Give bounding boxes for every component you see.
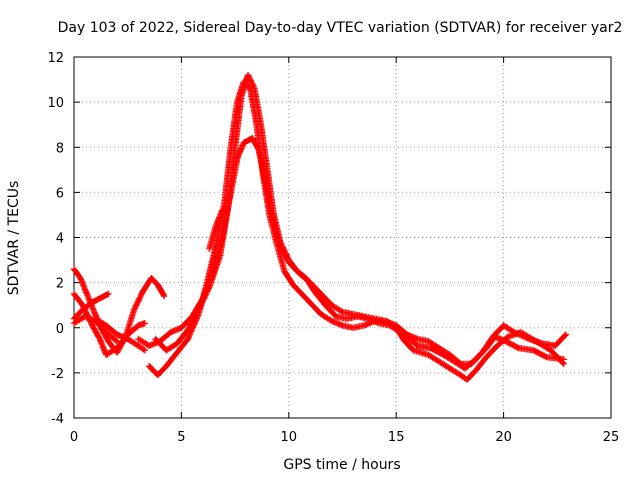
x-tick-label: 0: [70, 430, 78, 445]
series-track-5: [70, 313, 121, 345]
axis-ticks: 0 5 10 15 20 25 -4 -2 0 2 4 6 8 10 12: [47, 51, 619, 445]
chart-title: Day 103 of 2022, Sidereal Day-to-day VTE…: [58, 20, 623, 36]
series-track-9: [206, 207, 226, 252]
plus-marker-trace: [135, 135, 570, 368]
y-tick-label: 4: [56, 232, 64, 247]
y-tick-label: 12: [47, 51, 64, 66]
y-tick-label: 2: [56, 277, 64, 292]
y-tick-label: 0: [56, 322, 64, 337]
x-tick-label: 25: [603, 430, 620, 445]
y-tick-label: -4: [51, 412, 64, 427]
x-tick-label: 10: [281, 430, 298, 445]
x-tick-label: 15: [388, 430, 405, 445]
y-tick-label: 6: [56, 186, 64, 201]
x-tick-label: 5: [177, 430, 185, 445]
plus-marker-trace: [146, 78, 567, 383]
series-track-6: [146, 78, 567, 383]
y-tick-label: 8: [56, 141, 64, 156]
plus-marker-trace: [70, 290, 112, 322]
y-tick-label: 10: [47, 96, 64, 111]
x-axis-label: GPS time / hours: [283, 457, 400, 473]
y-axis-label: SDTVAR / TECUs: [6, 181, 22, 296]
plus-marker-trace: [70, 290, 149, 358]
y-tick-label: -2: [51, 367, 64, 382]
series-track-8: [135, 135, 570, 368]
plus-marker-trace: [70, 313, 121, 345]
series-track-2: [70, 290, 149, 358]
plus-marker-trace: [206, 207, 226, 252]
series-track-3: [70, 290, 112, 322]
data-marks: [70, 71, 570, 383]
x-tick-label: 20: [495, 430, 512, 445]
grid: [74, 57, 611, 418]
